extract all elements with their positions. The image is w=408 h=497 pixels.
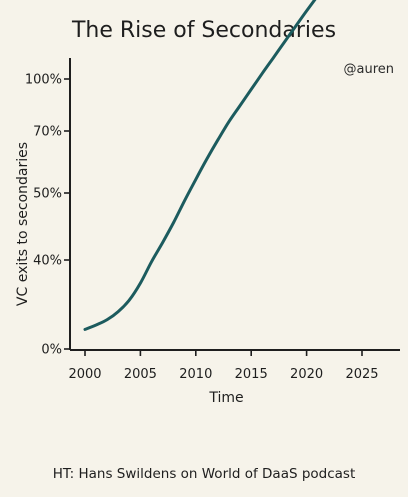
y-tick-label: 50% — [33, 187, 62, 202]
series-line — [83, 0, 317, 331]
x-axis: 2000 2005 2010 2015 2020 2025 — [68, 349, 400, 382]
y-axis-label: VC exits to secondaries — [15, 142, 31, 306]
y-tick-label: 40% — [33, 254, 62, 269]
y-tick-label: 70% — [33, 125, 62, 140]
x-tick-label: 2020 — [290, 367, 323, 382]
x-tick-label: 2015 — [235, 367, 268, 382]
author-handle: @auren — [343, 62, 394, 77]
y-axis: 0% 40% 50% 70% 100% — [25, 58, 71, 358]
y-tick-label: 0% — [41, 343, 62, 358]
series-group — [83, 0, 317, 331]
footer-credit: HT: Hans Swildens on World of DaaS podca… — [52, 466, 356, 482]
x-tick-label: 2005 — [124, 367, 157, 382]
x-tick-label: 2010 — [179, 367, 212, 382]
x-tick-label: 2000 — [68, 367, 101, 382]
y-tick-label: 100% — [25, 73, 62, 88]
x-axis-label: Time — [208, 390, 243, 406]
x-tick-label: 2025 — [345, 367, 378, 382]
